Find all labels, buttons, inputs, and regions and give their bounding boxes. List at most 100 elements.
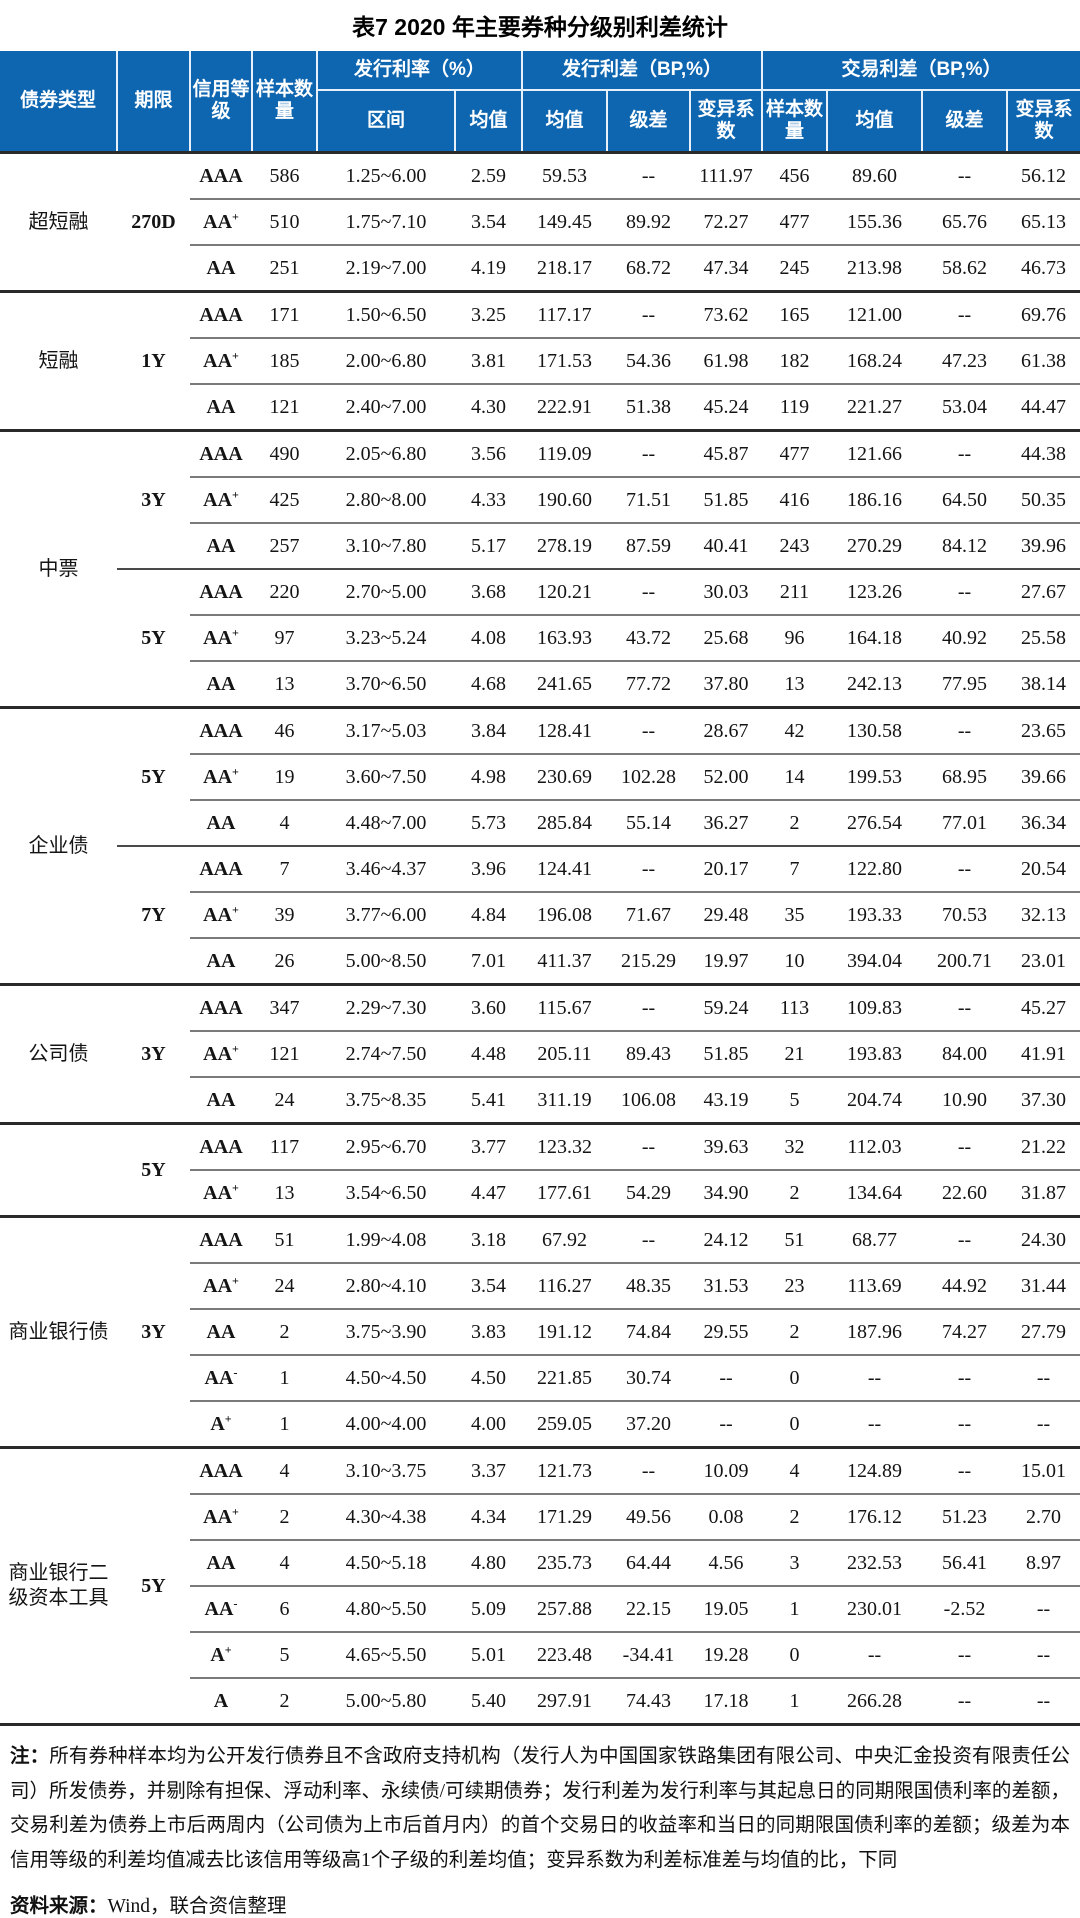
cell-sample-count: 425: [252, 476, 317, 523]
cell-rate-range: 1.50~6.50: [317, 290, 455, 338]
cell-issue-spread-mean: 163.93: [522, 614, 607, 661]
cell-rate-range: 4.30~4.38: [317, 1493, 455, 1540]
table-row: AA 121 2.40~7.00 4.30 222.91 51.38 45.24 119 221…: [0, 383, 1080, 431]
table-row: 中票 3Y AAA 490 2.05~6.80 3.56 119.09 -- 45.87 477 1…: [0, 429, 1080, 708]
header-sub-row: 区间 均值 均值 级差 变异系数 样本数量 均值 级差 变异系数: [0, 90, 1080, 153]
table-row: AA- 1 4.50~4.50 4.50 221.85 30.74 -- 0 -- -- --: [0, 1354, 1080, 1401]
cell-trade-grade-diff: 10.90: [922, 1076, 1008, 1124]
cell-trade-grade-diff: --: [922, 1400, 1008, 1448]
cell-issue-grade-diff: 89.92: [607, 198, 690, 245]
rating-cell: A: [190, 1677, 252, 1725]
cell-rate-range: 4.80~5.50: [317, 1585, 455, 1632]
cell-issue-cv: 17.18: [690, 1677, 763, 1725]
cell-trade-grade-diff: 64.50: [922, 476, 1008, 523]
cell-trade-mean: --: [827, 1354, 923, 1401]
cell-rate-range: 4.48~7.00: [317, 799, 455, 846]
rating-cell: A+: [190, 1631, 252, 1678]
cell-issue-cv: 19.97: [690, 937, 763, 985]
cell-issue-grade-diff: --: [607, 706, 690, 754]
cell-rate-mean: 3.25: [455, 290, 522, 338]
rating-cell: AAA: [190, 1446, 252, 1494]
cell-rate-range: 2.80~4.10: [317, 1262, 455, 1309]
col-header-bond-type: 债券类型: [0, 51, 117, 153]
rating-cell: AAA: [190, 1215, 252, 1263]
cell-trade-mean: 394.04: [827, 937, 923, 985]
cell-trade-mean: 121.66: [827, 429, 923, 477]
cell-issue-spread-mean: 285.84: [522, 799, 607, 846]
cell-trade-cv: 2.70: [1007, 1493, 1080, 1540]
rating-cell: AAA: [190, 706, 252, 754]
cell-rate-range: 2.00~6.80: [317, 337, 455, 384]
cell-trade-grade-diff: --: [922, 1446, 1008, 1494]
cell-trade-cv: 31.44: [1007, 1262, 1080, 1309]
term-cell: 3Y: [117, 1215, 190, 1448]
cell-issue-grade-diff: 74.84: [607, 1308, 690, 1355]
cell-rate-range: 4.00~4.00: [317, 1400, 455, 1448]
cell-rate-range: 2.19~7.00: [317, 244, 455, 292]
cell-trade-mean: 68.77: [827, 1215, 923, 1263]
cell-trade-mean: 168.24: [827, 337, 923, 384]
table-row: 公司债 3Y AAA 347 2.29~7.30 3.60 115.67 -- 59.24 113…: [0, 983, 1080, 1124]
cell-rate-range: 1.25~6.00: [317, 151, 455, 199]
cell-issue-grade-diff: --: [607, 845, 690, 892]
bond-type-cell: 商业银行二级资本工具: [0, 1446, 117, 1725]
cell-rate-range: 4.50~5.18: [317, 1539, 455, 1586]
cell-rate-range: 4.50~4.50: [317, 1354, 455, 1401]
table-row: AA+ 425 2.80~8.00 4.33 190.60 71.51 51.85 416 18…: [0, 476, 1080, 523]
table-row: AA 13 3.70~6.50 4.68 241.65 77.72 37.80 13 242.1…: [0, 660, 1080, 708]
rating-cell: AA: [190, 383, 252, 431]
cell-rate-mean: 4.08: [455, 614, 522, 661]
cell-rate-mean: 5.17: [455, 522, 522, 569]
col-header-issue-spread-mean: 均值: [521, 90, 607, 153]
cell-sample-count: 1: [252, 1400, 317, 1448]
table-row: AA 24 3.75~8.35 5.41 311.19 106.08 43.19 5 204.7…: [0, 1076, 1080, 1124]
cell-issue-grade-diff: 71.67: [607, 891, 690, 938]
cell-trade-cv: --: [1007, 1677, 1080, 1725]
cell-rate-mean: 5.73: [455, 799, 522, 846]
cell-issue-spread-mean: 117.17: [522, 290, 607, 338]
cell-issue-cv: 45.24: [690, 383, 763, 431]
cell-rate-range: 2.95~6.70: [317, 1122, 455, 1170]
cell-trade-sample-count: 477: [762, 429, 828, 477]
cell-rate-mean: 3.56: [455, 429, 522, 477]
cell-trade-grade-diff: --: [922, 429, 1008, 477]
cell-sample-count: 13: [252, 660, 317, 708]
cell-rate-mean: 4.80: [455, 1539, 522, 1586]
cell-trade-grade-diff: --: [922, 290, 1008, 338]
cell-trade-mean: 186.16: [827, 476, 923, 523]
cell-trade-cv: --: [1007, 1400, 1080, 1448]
cell-issue-grade-diff: 102.28: [607, 753, 690, 800]
source-label: 资料来源：: [10, 1895, 108, 1917]
cell-rate-range: 2.05~6.80: [317, 429, 455, 477]
term-cell: 7Y: [117, 845, 190, 985]
table-row: AA 4 4.50~5.18 4.80 235.73 64.44 4.56 3 232.53 56…: [0, 1539, 1080, 1586]
cell-trade-cv: 20.54: [1007, 845, 1080, 892]
cell-trade-sample-count: 211: [762, 568, 828, 615]
source-line: 资料来源：Wind，联合资信整理: [10, 1889, 1070, 1918]
cell-sample-count: 39: [252, 891, 317, 938]
cell-trade-cv: 21.22: [1007, 1122, 1080, 1170]
cell-rate-mean: 3.81: [455, 337, 522, 384]
cell-issue-spread-mean: 235.73: [522, 1539, 607, 1586]
cell-rate-mean: 4.30: [455, 383, 522, 431]
rating-cell: AAA: [190, 151, 252, 199]
term-cell: 5Y: [117, 1122, 190, 1217]
rating-cell: AA+: [190, 891, 252, 938]
cell-trade-grade-diff: 68.95: [922, 753, 1008, 800]
cell-issue-grade-diff: 87.59: [607, 522, 690, 569]
cell-issue-spread-mean: 205.11: [522, 1030, 607, 1077]
cell-rate-range: 2.29~7.30: [317, 983, 455, 1031]
cell-trade-sample-count: 2: [762, 1493, 828, 1540]
cell-issue-grade-diff: 68.72: [607, 244, 690, 292]
cell-rate-range: 2.74~7.50: [317, 1030, 455, 1077]
cell-trade-cv: 41.91: [1007, 1030, 1080, 1077]
cell-issue-spread-mean: 128.41: [522, 706, 607, 754]
cell-rate-range: 2.80~8.00: [317, 476, 455, 523]
rating-cell: AA+: [190, 476, 252, 523]
cell-rate-mean: 3.37: [455, 1446, 522, 1494]
footnote-label: 注：: [10, 1746, 50, 1767]
cell-issue-spread-mean: 177.61: [522, 1169, 607, 1217]
cell-issue-grade-diff: 74.43: [607, 1677, 690, 1725]
rating-cell: AA+: [190, 753, 252, 800]
cell-trade-cv: 65.13: [1007, 198, 1080, 245]
